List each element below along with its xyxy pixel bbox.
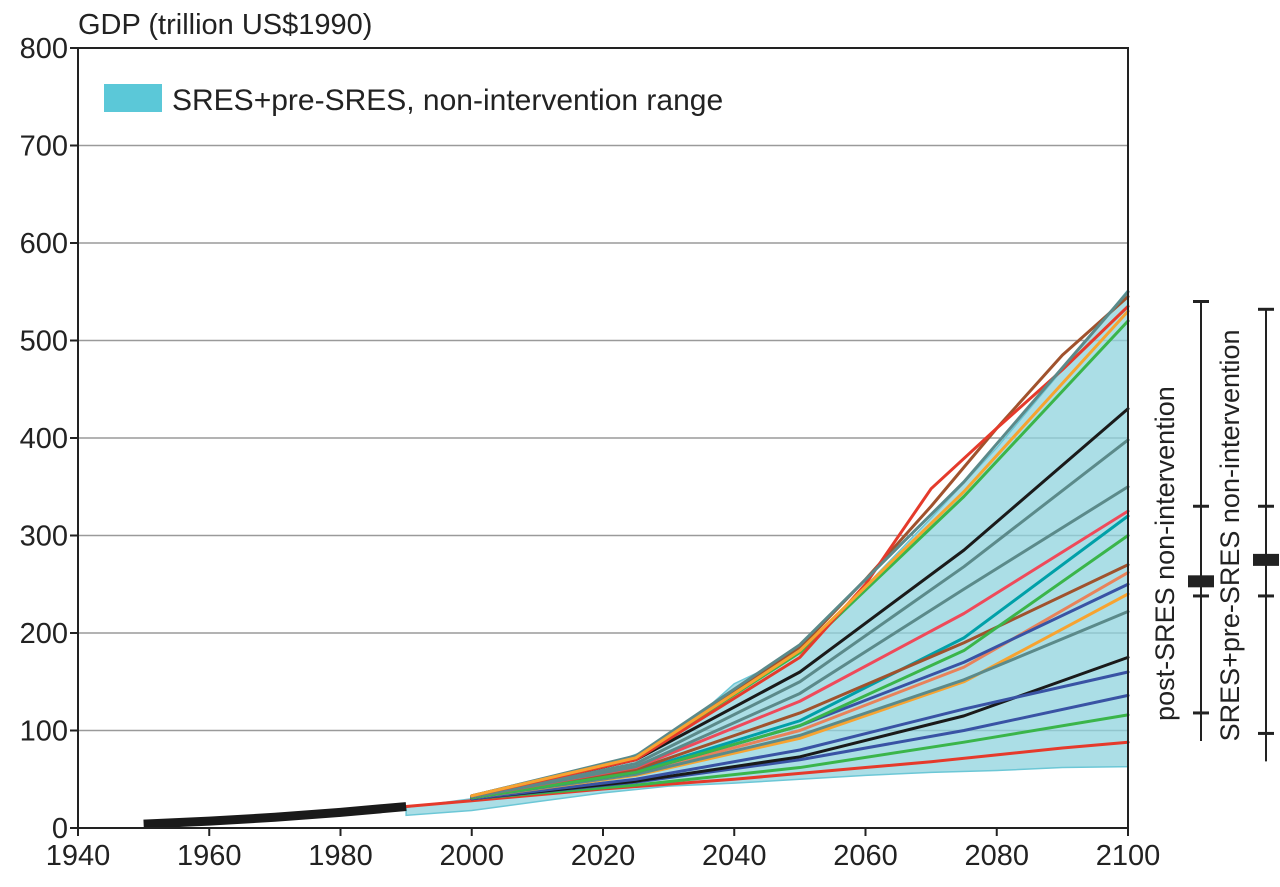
scenario-line-1 <box>404 740 1130 809</box>
y-tick-label-600: 600 <box>20 228 68 260</box>
y-tick-label-400: 400 <box>20 423 68 455</box>
x-axis: 1940 1960 1980 2000 2020 2040 2060 2080 2100 <box>46 828 1161 872</box>
y-tick-label-700: 700 <box>20 131 68 163</box>
legend-label: SRES+pre-SRES, non-intervention range <box>172 84 723 117</box>
side-bar-1: post-SRES non-intervention <box>1150 300 1214 741</box>
side-bar-median-2 <box>1253 553 1279 566</box>
legend: SRES+pre-SRES, non-intervention range <box>104 84 723 117</box>
y-tick-label-800: 800 <box>20 33 68 65</box>
scenario-line-5 <box>470 670 1130 801</box>
legend-swatch <box>104 84 162 112</box>
side-bar-label-1: post-SRES non-intervention <box>1150 386 1180 721</box>
scenario-line-2 <box>470 713 1130 801</box>
scenario-line-16 <box>470 438 1130 799</box>
x-tick-label-1940: 1940 <box>46 840 111 872</box>
x-tick-label-1960: 1960 <box>177 840 242 872</box>
side-bar-median-1 <box>1188 575 1214 588</box>
gridlines <box>78 144 1128 732</box>
y-tick-label-500: 500 <box>20 326 68 358</box>
x-tick-label-2020: 2020 <box>571 840 636 872</box>
y-tick-label-0: 0 <box>52 813 68 845</box>
y-tick-label-200: 200 <box>20 618 68 650</box>
side-range-bars: post-SRES non-intervention SRES+pre-SRES … <box>1150 300 1279 762</box>
y-tick-label-100: 100 <box>20 716 68 748</box>
chart-title: GDP (trillion US$1990) <box>78 9 372 41</box>
x-tick-label-2060: 2060 <box>833 840 898 872</box>
x-tick-label-2000: 2000 <box>439 840 504 872</box>
historical-line <box>143 802 407 829</box>
scenario-line-21 <box>470 309 1130 798</box>
scenario-line-12 <box>470 534 1130 800</box>
x-tick-label-2080: 2080 <box>964 840 1029 872</box>
y-tick-label-300: 300 <box>20 521 68 553</box>
side-bar-label-2: SRES+pre-SRES non-intervention <box>1215 329 1245 741</box>
x-tick-label-2100: 2100 <box>1096 840 1161 872</box>
historical-gdp-line <box>143 802 407 829</box>
scenario-lines <box>404 290 1130 809</box>
x-tick-label-1980: 1980 <box>308 840 373 872</box>
y-axis: 0 100 200 300 400 500 600 700 800 <box>20 33 78 845</box>
x-tick-label-2040: 2040 <box>702 840 767 872</box>
side-bar-2: SRES+pre-SRES non-intervention <box>1215 307 1279 762</box>
scenario-line-14 <box>470 485 1130 799</box>
